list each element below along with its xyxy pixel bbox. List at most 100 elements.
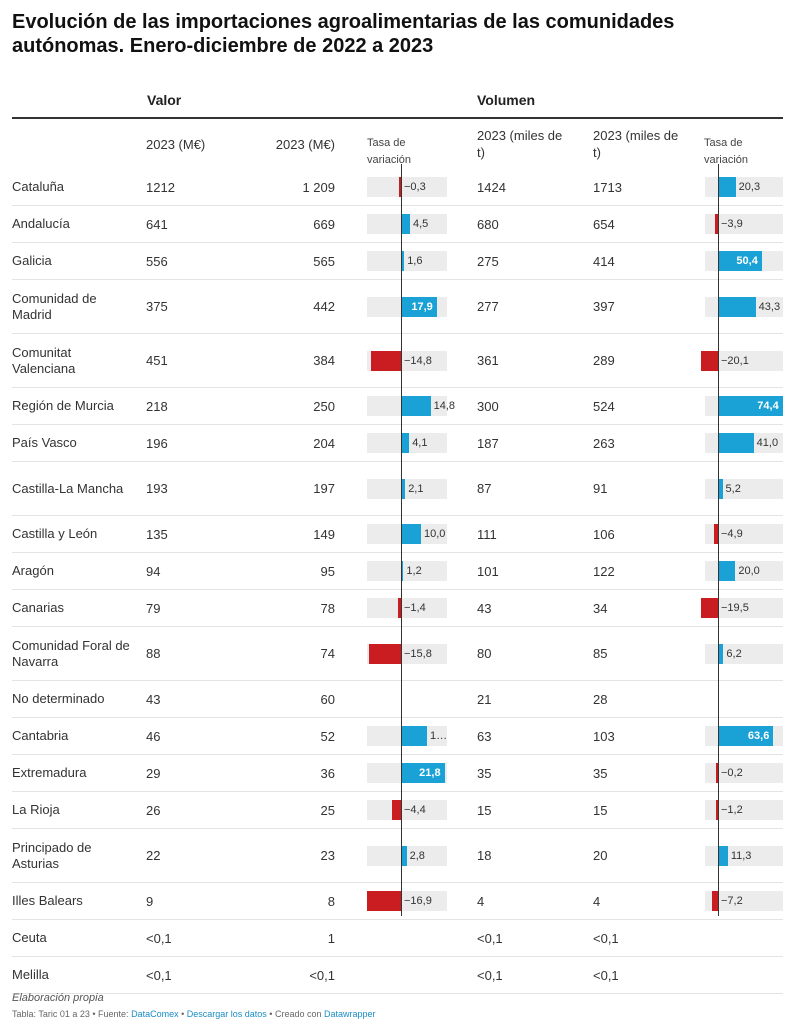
valor-2023-cell: 1 <box>242 920 335 956</box>
volumen-2022-cell-text: 275 <box>477 253 499 269</box>
valor-2022-cell: 43 <box>146 681 160 717</box>
volumen-2022-cell: 63 <box>477 718 491 754</box>
table-row: Illes Balears 9 8 4 4 −16,9 −7,2 <box>12 883 783 920</box>
volumen-2023-cell-text: 15 <box>593 802 608 818</box>
volumen-2022-cell: 361 <box>477 334 499 387</box>
volumen-2023-cell: <0,1 <box>593 957 619 993</box>
volumen-2023-cell-text: 91 <box>593 481 608 496</box>
valor-2023-cell: 1 209 <box>242 169 335 205</box>
valor-2023-cell-text: 1 209 <box>302 179 335 195</box>
table-row: Canarias 79 78 43 34 −1,4 −19,5 <box>12 590 783 627</box>
tasa-valor-bar <box>401 845 407 866</box>
valor-2022-cell-text: 22 <box>146 848 161 863</box>
tasa-valor-bar <box>367 891 401 911</box>
volumen-2023-cell-text: 4 <box>593 893 601 909</box>
volumen-2023-cell: 524 <box>593 388 615 424</box>
tasa-valor-bar-background <box>367 177 447 197</box>
region-name-text: Galicia <box>12 253 52 268</box>
valor-2022-cell-text: 94 <box>146 563 161 579</box>
volumen-2022-cell-text: 101 <box>477 563 499 579</box>
tasa-valor-bar-background <box>367 251 447 271</box>
tasa-volumen-bar-label: 20,0 <box>738 565 760 577</box>
volumen-2022-cell-text: 187 <box>477 435 499 451</box>
volumen-2023-cell: 103 <box>593 718 615 754</box>
table-row: País Vasco 196 204 187 263 4,1 41,0 <box>12 425 783 462</box>
valor-2022-cell-text: 79 <box>146 600 161 616</box>
volumen-2022-cell: 680 <box>477 206 499 242</box>
region-name-text: Comunidad Foral de Navarra <box>12 637 130 669</box>
tasa-volumen-bar-label: 5,2 <box>725 482 741 495</box>
tasa-volumen-bar <box>718 251 762 271</box>
volumen-2022-cell-text: 87 <box>477 481 492 496</box>
valor-2023-cell: 204 <box>242 425 335 461</box>
volumen-2022-cell-text: 1424 <box>477 179 506 195</box>
region-name-text: País Vasco <box>12 435 77 450</box>
group-header-volumen: Volumen <box>477 92 536 108</box>
valor-2022-cell: 1212 <box>146 169 175 205</box>
tasa-volumen-bar-label: 41,0 <box>756 437 779 449</box>
tasa-volumen-bar <box>701 598 718 618</box>
tasa-volumen-bar <box>700 350 718 371</box>
volumen-2023-cell: 4 <box>593 883 600 919</box>
region-name: Andalucía <box>12 206 137 242</box>
region-name: Comunitat Valenciana <box>12 334 137 387</box>
table-row: No determinado 43 60 21 28 <box>12 681 783 718</box>
volumen-2022-cell-text: 18 <box>477 848 492 863</box>
tasa-valor-bar <box>401 296 437 317</box>
tasa-valor-bar-background <box>367 598 447 618</box>
tasa-volumen-bar <box>718 478 723 499</box>
table-row: Aragón 94 95 101 122 1,2 20,0 <box>12 553 783 590</box>
valor-2022-cell: <0,1 <box>146 957 172 993</box>
tasa-valor-bar-label: −1,4 <box>404 602 426 614</box>
region-name: Comunidad Foral de Navarra <box>12 627 137 680</box>
volumen-2022-cell-text: 63 <box>477 728 492 744</box>
table-row: Melilla <0,1 <0,1 <0,1 <0,1 <box>12 957 783 994</box>
table-row: Cataluña 1212 1 209 1424 1713 −0,3 20,3 <box>12 169 783 206</box>
table-row: Comunitat Valenciana 451 384 361 289 −14,8 −20… <box>12 334 783 388</box>
region-name: Ceuta <box>12 920 137 956</box>
tasa-volumen-bar <box>713 524 718 544</box>
datawrapper-link[interactable]: Datawrapper <box>323 1009 376 1019</box>
tasa-volumen-bar <box>718 296 756 317</box>
region-name-text: Comunidad de Madrid <box>12 290 97 322</box>
column-header-volumen-a: 2023 (miles de t) <box>477 128 563 160</box>
volumen-2023-cell-text: 106 <box>593 526 615 542</box>
volumen-2022-cell: 80 <box>477 627 491 680</box>
region-name: Cantabria <box>12 718 137 754</box>
tasa-volumen-bar <box>716 800 718 820</box>
download-link[interactable]: Descargar los datos <box>186 1009 267 1019</box>
volumen-2023-cell: 654 <box>593 206 615 242</box>
volumen-2023-cell: 122 <box>593 553 615 589</box>
region-name: Illes Balears <box>12 883 137 919</box>
column-header-tasa-volumen: Tasa de variación <box>704 137 749 166</box>
valor-2023-cell-text: 25 <box>320 802 335 818</box>
region-name-text: Andalucía <box>12 216 70 231</box>
volumen-2022-cell: 277 <box>477 280 499 333</box>
valor-2023-cell: 74 <box>242 627 335 680</box>
valor-2023-cell-text: 442 <box>313 299 335 314</box>
tasa-valor-bar <box>401 214 410 234</box>
table-row: Cantabria 46 52 63 103 1… 63,6 <box>12 718 783 755</box>
tasa-valor-bar <box>398 598 401 618</box>
volumen-2022-cell: 15 <box>477 792 491 828</box>
volumen-2023-cell-text: 414 <box>593 253 615 269</box>
region-name-text: Cantabria <box>12 728 69 743</box>
valor-2023-cell: 60 <box>242 681 335 717</box>
valor-2022-cell: 451 <box>146 334 168 387</box>
tasa-volumen-bar-label: 11,3 <box>730 849 752 862</box>
valor-2022-cell-text: 641 <box>146 216 168 232</box>
valor-2023-cell: 197 <box>242 462 335 515</box>
footer-separator: • Creado con <box>266 1009 324 1019</box>
volumen-2023-cell: 414 <box>593 243 615 279</box>
valor-2022-cell: 218 <box>146 388 168 424</box>
valor-2022-cell-text: 218 <box>146 398 168 414</box>
volumen-2023-cell-text: <0,1 <box>593 930 619 946</box>
table-row: Ceuta <0,1 1 <0,1 <0,1 <box>12 920 783 957</box>
volumen-2022-cell-text: 277 <box>477 299 499 314</box>
tasa-valor-bar <box>401 433 410 453</box>
tasa-valor-bar-label: −15,8 <box>404 647 432 660</box>
tasa-volumen-bar-background <box>705 478 783 499</box>
volumen-2022-cell: 187 <box>477 425 499 461</box>
volumen-2022-cell: 101 <box>477 553 499 589</box>
source-link[interactable]: DataComex <box>131 1009 179 1019</box>
